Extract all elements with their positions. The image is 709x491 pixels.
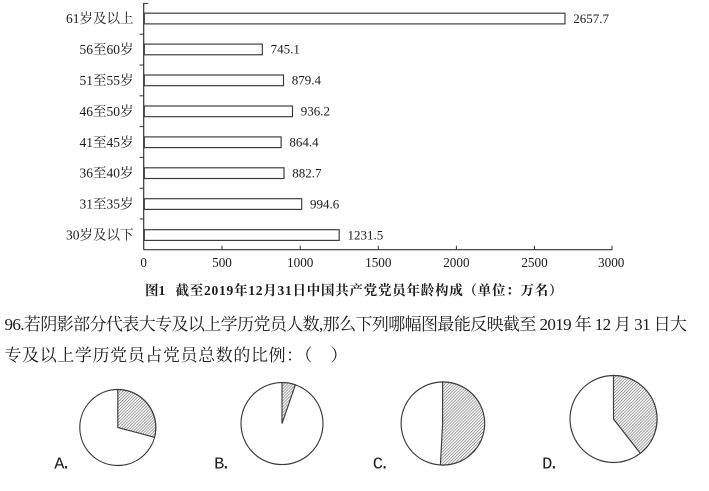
svg-text:2500: 2500 bbox=[521, 255, 548, 270]
svg-text:41至45岁: 41至45岁 bbox=[80, 134, 134, 150]
svg-text:36至40岁: 36至40岁 bbox=[80, 165, 134, 181]
svg-text:46至50岁: 46至50岁 bbox=[80, 103, 134, 119]
svg-text:994.6: 994.6 bbox=[310, 196, 340, 211]
svg-text:1231.5: 1231.5 bbox=[348, 227, 384, 242]
svg-text:2657.7: 2657.7 bbox=[573, 11, 609, 26]
svg-text:1500: 1500 bbox=[365, 255, 392, 270]
svg-text:96.若阴影部分代表大专及以上学历党员人数,那么下列哪幅图最: 96.若阴影部分代表大专及以上学历党员人数,那么下列哪幅图最能反映截至 2019… bbox=[5, 314, 688, 334]
svg-text:864.4: 864.4 bbox=[289, 135, 319, 150]
svg-text:截至2019年12月31日中国共产党党员年龄构成（单位：万名: 截至2019年12月31日中国共产党党员年龄构成（单位：万名） bbox=[176, 282, 563, 299]
svg-text:B.: B. bbox=[214, 455, 228, 474]
svg-text:C.: C. bbox=[373, 455, 387, 474]
svg-text:2000: 2000 bbox=[443, 255, 470, 270]
svg-text:A.: A. bbox=[54, 455, 68, 474]
svg-text:879.4: 879.4 bbox=[292, 73, 322, 88]
svg-text:1000: 1000 bbox=[287, 255, 314, 270]
svg-text:51至55岁: 51至55岁 bbox=[80, 72, 134, 88]
svg-text:936.2: 936.2 bbox=[301, 104, 330, 119]
svg-text:0: 0 bbox=[140, 255, 147, 270]
svg-text:专及以上学历党员占党员总数的比例：（ ）: 专及以上学历党员占党员总数的比例：（ ） bbox=[5, 346, 348, 365]
svg-text:56至60岁: 56至60岁 bbox=[80, 41, 134, 57]
svg-text:30岁及以下: 30岁及以下 bbox=[66, 227, 134, 243]
svg-text:D.: D. bbox=[542, 455, 556, 474]
svg-text:图1: 图1 bbox=[145, 283, 165, 298]
svg-text:500: 500 bbox=[212, 255, 232, 270]
svg-text:745.1: 745.1 bbox=[271, 42, 300, 57]
svg-text:61岁及以上: 61岁及以上 bbox=[66, 10, 134, 26]
svg-text:3000: 3000 bbox=[598, 255, 625, 270]
svg-text:882.7: 882.7 bbox=[292, 165, 322, 180]
svg-text:31至35岁: 31至35岁 bbox=[80, 196, 134, 212]
